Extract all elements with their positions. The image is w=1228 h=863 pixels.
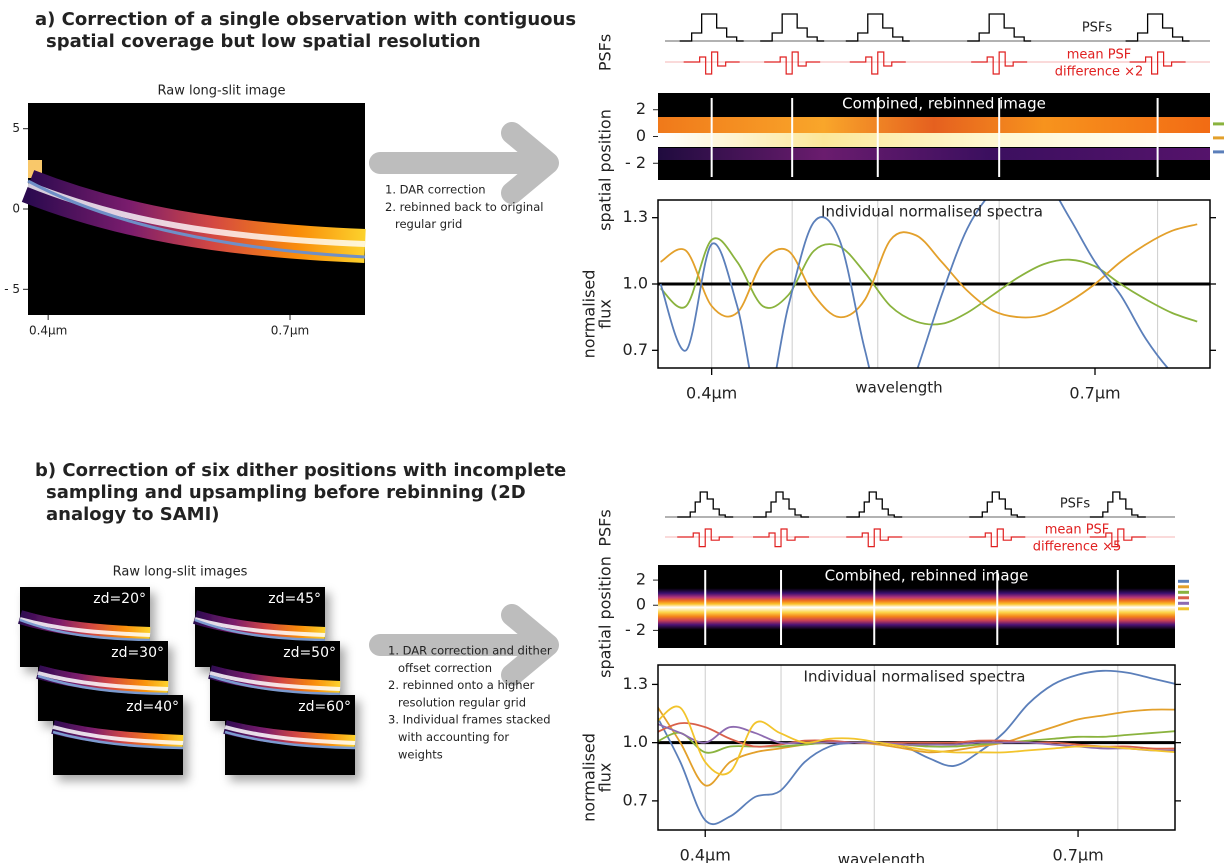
x-tick-label: 0.4µm bbox=[680, 846, 731, 863]
panel-heading: a) Correction of a single observation wi… bbox=[35, 9, 576, 30]
psf-difference bbox=[684, 52, 740, 74]
frame-label: zd=20° bbox=[93, 591, 146, 607]
x-tick-label: 0.7µm bbox=[1069, 384, 1120, 403]
x-axis-label: wavelength bbox=[838, 851, 925, 863]
psf-profile bbox=[677, 492, 733, 517]
psf-label: PSFs bbox=[1060, 497, 1091, 512]
psf-profile bbox=[680, 14, 744, 41]
difference-label: mean PSF bbox=[1067, 48, 1132, 63]
x-axis-label: wavelength bbox=[855, 379, 942, 397]
y-tick-label: 1.0 bbox=[623, 274, 648, 293]
panel-heading: sampling and upsampling before rebinning… bbox=[46, 482, 526, 503]
y-axis-label: PSFs bbox=[596, 509, 615, 546]
image-title: Combined, rebinned image bbox=[842, 95, 1046, 113]
y-tick-label: - 5 bbox=[4, 282, 20, 296]
plot-title: Individual normalised spectra bbox=[804, 668, 1026, 686]
difference-label: difference ×2 bbox=[1055, 65, 1144, 80]
raw-frame: zd=60° bbox=[225, 695, 355, 775]
step-text: 1. DAR correction and dither bbox=[388, 644, 552, 658]
step-text: 1. DAR correction bbox=[385, 183, 486, 197]
psf-difference bbox=[846, 529, 902, 547]
psf-profile bbox=[760, 14, 824, 41]
psf-profile bbox=[846, 492, 902, 517]
x-tick-label: 0.7µm bbox=[271, 324, 309, 338]
frame-label: zd=60° bbox=[298, 699, 351, 715]
y-tick-label: 5 bbox=[12, 121, 20, 135]
psf-profile bbox=[969, 492, 1025, 517]
psf-profile bbox=[846, 14, 910, 41]
y-axis-label: flux bbox=[596, 299, 615, 329]
y-tick-label: 2 bbox=[636, 99, 646, 118]
panel-heading: spatial coverage but low spatial resolut… bbox=[46, 31, 481, 52]
step-text: offset correction bbox=[398, 661, 492, 675]
step-text: weights bbox=[398, 747, 443, 761]
y-axis-label: PSFs bbox=[596, 34, 615, 71]
panel-heading: analogy to SAMI) bbox=[46, 504, 220, 525]
image-band bbox=[658, 117, 1210, 133]
frame-label: zd=45° bbox=[268, 591, 321, 607]
image-band bbox=[658, 148, 1210, 160]
y-axis-label: spatial position bbox=[596, 556, 615, 678]
plot-title: Individual normalised spectra bbox=[821, 203, 1043, 221]
y-tick-label: - 2 bbox=[625, 153, 646, 172]
difference-label: mean PSF bbox=[1045, 523, 1110, 538]
spectrum-line bbox=[661, 224, 1198, 317]
x-tick-label: 0.4µm bbox=[686, 384, 737, 403]
y-tick-label: 1.0 bbox=[623, 732, 648, 751]
psf-difference bbox=[677, 529, 733, 547]
image-title: Combined, rebinned image bbox=[825, 567, 1029, 585]
psf-difference bbox=[764, 52, 820, 74]
psf-difference bbox=[969, 529, 1025, 547]
y-tick-label: 1.3 bbox=[623, 674, 648, 693]
panel-heading: b) Correction of six dither positions wi… bbox=[35, 460, 566, 481]
y-tick-label: 1.3 bbox=[623, 207, 648, 226]
step-text: resolution regular grid bbox=[398, 695, 526, 709]
step-text: with accounting for bbox=[398, 730, 509, 744]
y-tick-label: 0 bbox=[636, 126, 646, 145]
psf-profile bbox=[1090, 492, 1146, 517]
step-text: 2. rebinned onto a higher bbox=[388, 678, 535, 692]
image-band bbox=[658, 133, 1210, 147]
y-tick-label: - 2 bbox=[625, 620, 646, 639]
arrow bbox=[380, 133, 548, 675]
y-tick-label: 2 bbox=[636, 570, 646, 589]
difference-label: difference ×5 bbox=[1033, 540, 1122, 555]
step-text: 3. Individual frames stacked bbox=[388, 713, 551, 727]
y-axis-label: flux bbox=[596, 763, 615, 793]
psf-label: PSFs bbox=[1082, 21, 1113, 36]
step-text: regular grid bbox=[395, 217, 462, 231]
x-tick-label: 0.7µm bbox=[1052, 846, 1103, 863]
psf-difference bbox=[971, 52, 1027, 74]
spectrum-line bbox=[661, 238, 1198, 324]
psf-profile bbox=[1126, 14, 1190, 41]
figure: a) Correction of a single observation wi… bbox=[0, 0, 1228, 863]
step-text: 2. rebinned back to original bbox=[385, 200, 543, 214]
y-tick-label: 0 bbox=[12, 202, 20, 216]
frame-label: zd=40° bbox=[126, 699, 179, 715]
frame-label: zd=30° bbox=[111, 645, 164, 661]
psf-difference bbox=[850, 52, 906, 74]
y-axis-label: spatial position bbox=[596, 109, 615, 231]
psf-profile bbox=[753, 492, 809, 517]
image-title: Raw long-slit images bbox=[113, 565, 248, 580]
psf-profile bbox=[967, 14, 1031, 41]
image-title: Raw long-slit image bbox=[158, 84, 286, 99]
frame-label: zd=50° bbox=[283, 645, 336, 661]
y-tick-label: 0.7 bbox=[623, 790, 648, 809]
raw-frame: zd=40° bbox=[53, 695, 183, 775]
psf-difference bbox=[753, 529, 809, 547]
x-tick-label: 0.4µm bbox=[29, 324, 67, 338]
y-tick-label: 0.7 bbox=[623, 340, 648, 359]
y-tick-label: 0 bbox=[636, 595, 646, 614]
